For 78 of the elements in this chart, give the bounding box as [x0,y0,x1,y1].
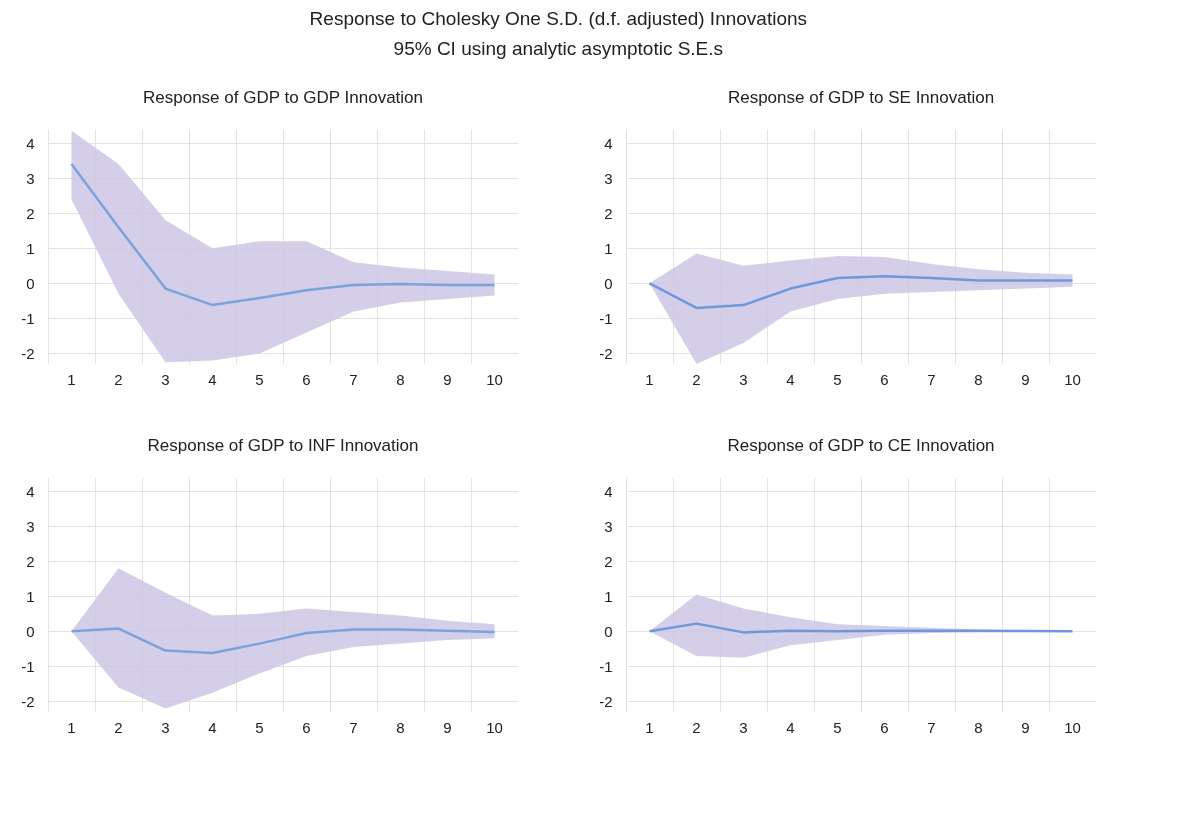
x-tick-label: 9 [1021,370,1030,388]
x-tick-label: 8 [974,370,983,388]
y-tick-label: 2 [26,552,35,570]
y-tick-label: 3 [26,169,35,187]
x-tick-label: 4 [208,370,217,388]
y-tick-label: 4 [604,482,613,500]
y-tick-label: 1 [26,587,35,605]
x-tick-label: 10 [486,370,503,388]
x-tick-label: 6 [880,718,889,736]
x-tick-label: 9 [443,718,452,736]
x-tick-label: 2 [114,718,123,736]
x-tick-label: 9 [443,370,452,388]
x-tick-label: 2 [114,370,123,388]
y-tick-label: -1 [21,657,35,675]
y-tick-label: 0 [604,622,613,640]
chart-title: Response of GDP to GDP Innovation [142,88,424,107]
x-tick-label: 8 [396,718,405,736]
y-tick-label: 0 [604,274,613,292]
text: 95% CI using analytic asymptotic S.E.s [393,38,724,59]
y-tick-label: -2 [599,344,613,362]
x-tick-label: 4 [208,718,217,736]
y-tick-label: 1 [26,239,35,257]
x-tick-label: 5 [255,718,264,736]
y-tick-label: 2 [604,552,613,570]
x-tick-label: 3 [739,718,748,736]
x-tick-label: 10 [1064,370,1081,388]
x-tick-label: 9 [1021,718,1030,736]
line-series [70,627,496,655]
chart-title: Response of GDP to CE Innovation [727,436,995,455]
x-tick-label: 1 [67,370,76,388]
y-tick-label: -1 [599,657,613,675]
line-series [648,275,1074,310]
x-tick-label: 5 [833,370,842,388]
y-tick-label: 1 [604,239,613,257]
y-tick-label: -2 [599,692,613,710]
y-tick-label: 0 [26,622,35,640]
x-tick-label: 8 [396,370,405,388]
text: Response to Cholesky One S.D. (d.f. adjusted) Innovations [309,8,808,29]
x-tick-label: 4 [786,370,795,388]
y-tick-label: -2 [21,692,35,710]
y-tick-label: 3 [604,517,613,535]
x-tick-label: 7 [349,370,358,388]
x-tick-label: 5 [255,370,264,388]
x-tick-label: 7 [927,370,936,388]
y-tick-label: -2 [21,344,35,362]
x-tick-label: 3 [739,370,748,388]
x-tick-label: 1 [67,718,76,736]
x-tick-label: 3 [161,718,170,736]
y-tick-label: -1 [21,309,35,327]
x-tick-label: 6 [880,370,889,388]
y-tick-label: 4 [604,134,613,152]
x-tick-label: 3 [161,370,170,388]
x-tick-label: 6 [302,718,311,736]
line-series [70,162,496,307]
y-tick-label: 0 [26,274,35,292]
x-tick-label: 10 [486,718,503,736]
x-tick-label: 4 [786,718,795,736]
x-tick-label: 1 [645,718,654,736]
x-tick-label: 2 [692,718,701,736]
x-tick-label: 7 [927,718,936,736]
y-tick-label: 4 [26,482,35,500]
y-tick-label: 2 [26,204,35,222]
x-tick-label: 5 [833,718,842,736]
x-tick-label: 6 [302,370,311,388]
chart-title: Response of GDP to SE Innovation [727,88,995,107]
x-tick-label: 8 [974,718,983,736]
y-tick-label: 1 [604,587,613,605]
y-tick-label: 2 [604,204,613,222]
chart-title: Response of GDP to INF Innovation [147,436,419,455]
x-tick-label: 2 [692,370,701,388]
y-tick-label: 3 [604,169,613,187]
x-tick-label: 1 [645,370,654,388]
x-tick-label: 10 [1064,718,1081,736]
x-tick-label: 7 [349,718,358,736]
y-tick-label: 4 [26,134,35,152]
y-tick-label: -1 [599,309,613,327]
line-series [648,622,1074,634]
y-tick-label: 3 [26,517,35,535]
